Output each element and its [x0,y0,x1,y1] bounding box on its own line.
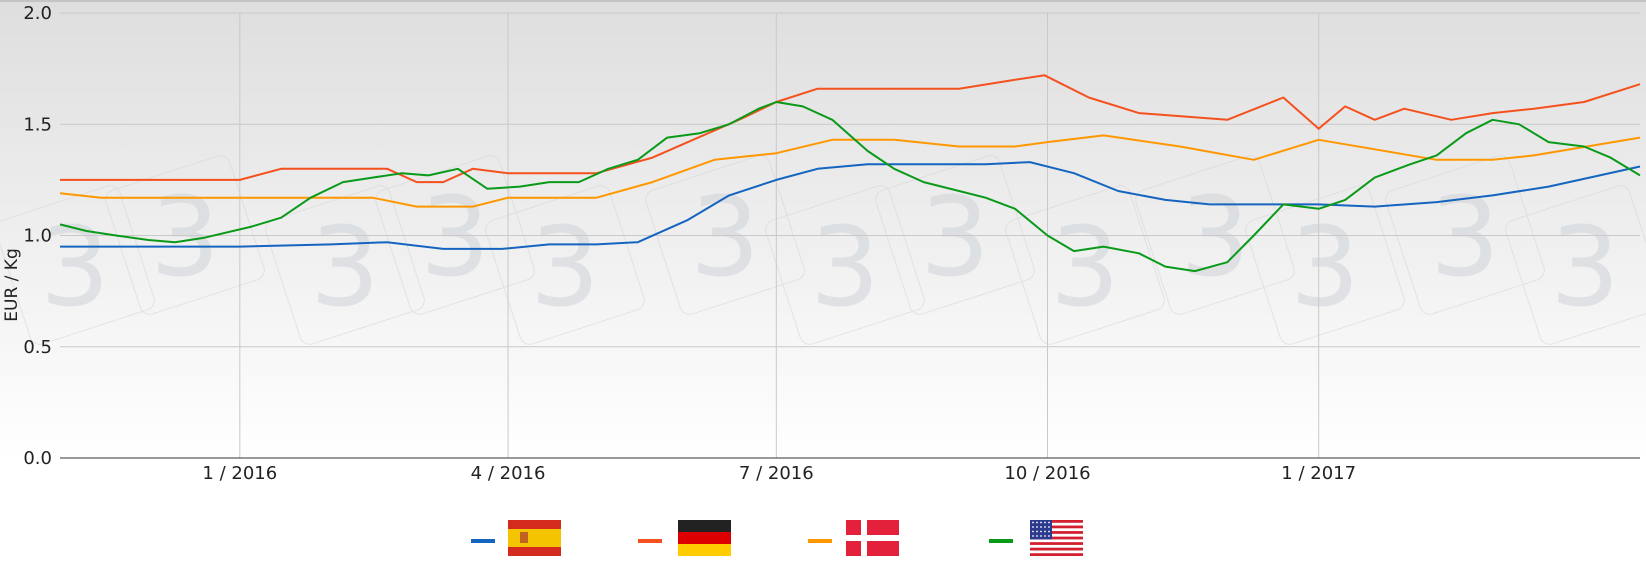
watermark-frame [1385,155,1545,315]
legend-item-usa[interactable] [989,520,1083,556]
watermark-frame [875,155,1035,315]
x-axis-ticks: 1 / 2016 4 / 2016 7 / 2016 10 / 2016 1 / 201… [202,463,1356,484]
watermark-glyph: 3 [1180,173,1250,301]
watermark-glyph: 3 [690,173,760,301]
germany-flag-icon [678,520,731,556]
watermark-frame [1505,185,1646,345]
watermark-frame [765,185,925,345]
watermark-glyph: 3 [420,173,490,301]
legend [471,520,1083,556]
watermark-glyph: 3 [1430,173,1500,301]
denmark-flag-icon [846,520,899,556]
legend-item-denmark[interactable] [808,520,899,556]
y-tick-label: 1.5 [23,114,52,135]
y-axis-label: EUR / Kg [2,248,22,321]
series-line-denmark [59,134,1641,208]
x-tick-label: 10 / 2016 [1004,463,1090,484]
series-line-germany [60,74,1641,184]
watermark-glyph: 3 [530,203,600,331]
watermark-glyph: 3 [810,203,880,331]
watermark-glyph: 3 [920,173,990,301]
series-lines [59,74,1641,273]
x-tick-label: 1 / 2016 [202,463,277,484]
series-line-usa [59,101,1641,273]
watermark-glyph: 3 [1290,203,1360,331]
x-tick-label: 7 / 2016 [739,463,814,484]
y-tick-label: 1.0 [23,226,52,247]
watermark-frame [0,185,155,345]
watermark-frame [1135,155,1295,315]
watermark-frame [1245,185,1405,345]
y-axis-ticks: 0.0 0.5 1.0 1.5 2.0 [23,3,52,469]
watermark-glyph: 3 [40,203,110,331]
y-tick-label: 2.0 [23,3,52,24]
watermark-frame [105,155,265,315]
gridlines [60,12,1640,458]
y-tick-label: 0.5 [23,337,52,358]
watermark-glyph: 3 [1550,203,1620,331]
x-tick-label: 1 / 2017 [1281,463,1356,484]
watermark-frame [645,155,805,315]
usa-flag-icon [1030,520,1083,556]
watermark-glyph: 3 [310,203,380,331]
legend-item-spain[interactable] [471,520,561,556]
plot-background [0,0,1646,460]
y-tick-label: 0.0 [23,448,52,469]
watermark-glyph: 3 [1050,203,1120,331]
x-tick-label: 4 / 2016 [471,463,546,484]
spain-flag-icon [508,520,561,556]
series-line-spain [60,161,1641,250]
watermark-frame [1005,185,1165,345]
legend-item-germany[interactable] [638,520,731,556]
watermark-frame [485,185,645,345]
